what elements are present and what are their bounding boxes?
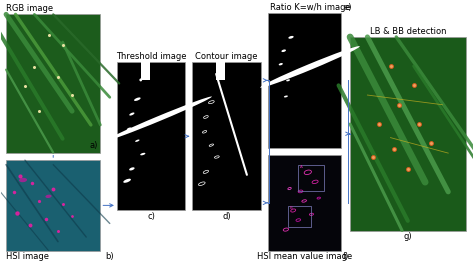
Bar [298,165,324,191]
Text: c): c) [147,212,155,221]
Text: f): f) [343,252,349,261]
Text: B: B [290,206,292,210]
Ellipse shape [140,153,146,155]
Ellipse shape [139,78,142,81]
Text: d): d) [222,212,231,221]
Text: LB & BB detection: LB & BB detection [370,27,446,36]
Ellipse shape [129,113,135,115]
Bar [350,37,465,230]
Text: b): b) [105,252,114,261]
Ellipse shape [284,95,288,98]
Text: A: A [300,165,302,169]
Ellipse shape [129,167,135,170]
Bar [288,206,311,227]
Ellipse shape [288,36,294,39]
Ellipse shape [282,49,286,52]
Text: HSI mean value image: HSI mean value image [256,252,352,261]
Ellipse shape [135,140,139,142]
Text: e): e) [343,3,352,12]
Text: RGB image: RGB image [6,4,53,13]
Bar [216,61,225,80]
Text: a): a) [90,141,98,150]
Ellipse shape [279,63,283,65]
Ellipse shape [123,179,131,183]
Bar [6,14,100,153]
Ellipse shape [260,46,360,88]
Ellipse shape [134,97,141,101]
Bar [6,160,100,251]
Text: Threshold image: Threshold image [116,52,186,61]
Text: g): g) [403,232,412,241]
Ellipse shape [127,128,131,130]
Ellipse shape [19,178,27,182]
Text: Ratio K=w/h image: Ratio K=w/h image [270,3,351,12]
Ellipse shape [46,195,52,198]
Bar [268,13,341,148]
Bar [117,62,185,210]
Ellipse shape [286,79,290,81]
Bar [141,61,150,80]
Bar [192,62,261,210]
Bar [268,155,341,251]
Text: HSI image: HSI image [6,252,49,261]
Text: Contour image: Contour image [195,52,258,61]
Ellipse shape [107,97,212,140]
